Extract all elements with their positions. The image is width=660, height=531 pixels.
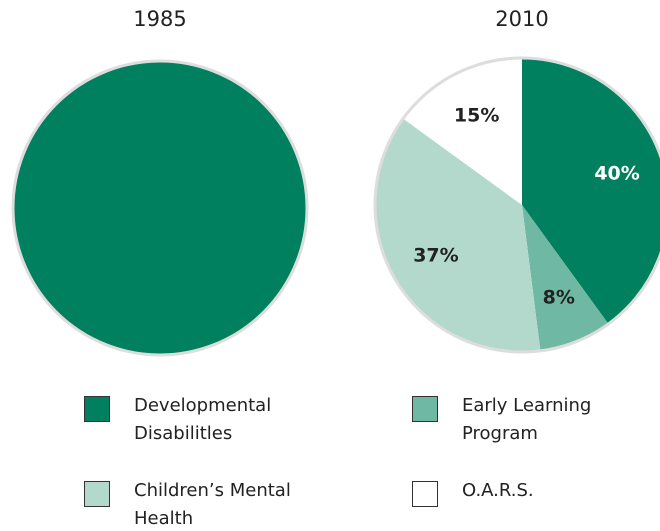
pie-slice — [374, 118, 541, 352]
pie-slice — [11, 59, 309, 357]
data-label: 8% — [543, 286, 575, 308]
data-label: 37% — [413, 244, 458, 266]
chart-title: 2010 — [495, 7, 548, 31]
legend-swatch — [412, 396, 438, 422]
legend-label: Children’s Mental Health — [134, 480, 291, 529]
legend-label: O.A.R.S. — [462, 480, 534, 501]
legend-label: Developmental Disabilitles — [134, 395, 272, 444]
pie-slice — [403, 58, 522, 205]
pie-slice — [522, 58, 660, 324]
legend-item: O.A.R.S. — [412, 477, 642, 507]
pie-outline — [373, 56, 660, 354]
legend-swatch — [412, 481, 438, 507]
legend-item: Early Learning Program — [412, 392, 642, 448]
legend-swatch — [84, 396, 110, 422]
legend-swatch — [84, 481, 110, 507]
data-label: 15% — [454, 104, 499, 126]
legend-item: Developmental Disabilitles — [84, 392, 314, 448]
data-label: 40% — [594, 163, 639, 185]
legend-item: Children’s Mental Health — [84, 477, 314, 531]
pie-slice — [522, 205, 609, 351]
chart-title: 1985 — [133, 7, 186, 31]
legend-label: Early Learning Program — [462, 395, 592, 444]
